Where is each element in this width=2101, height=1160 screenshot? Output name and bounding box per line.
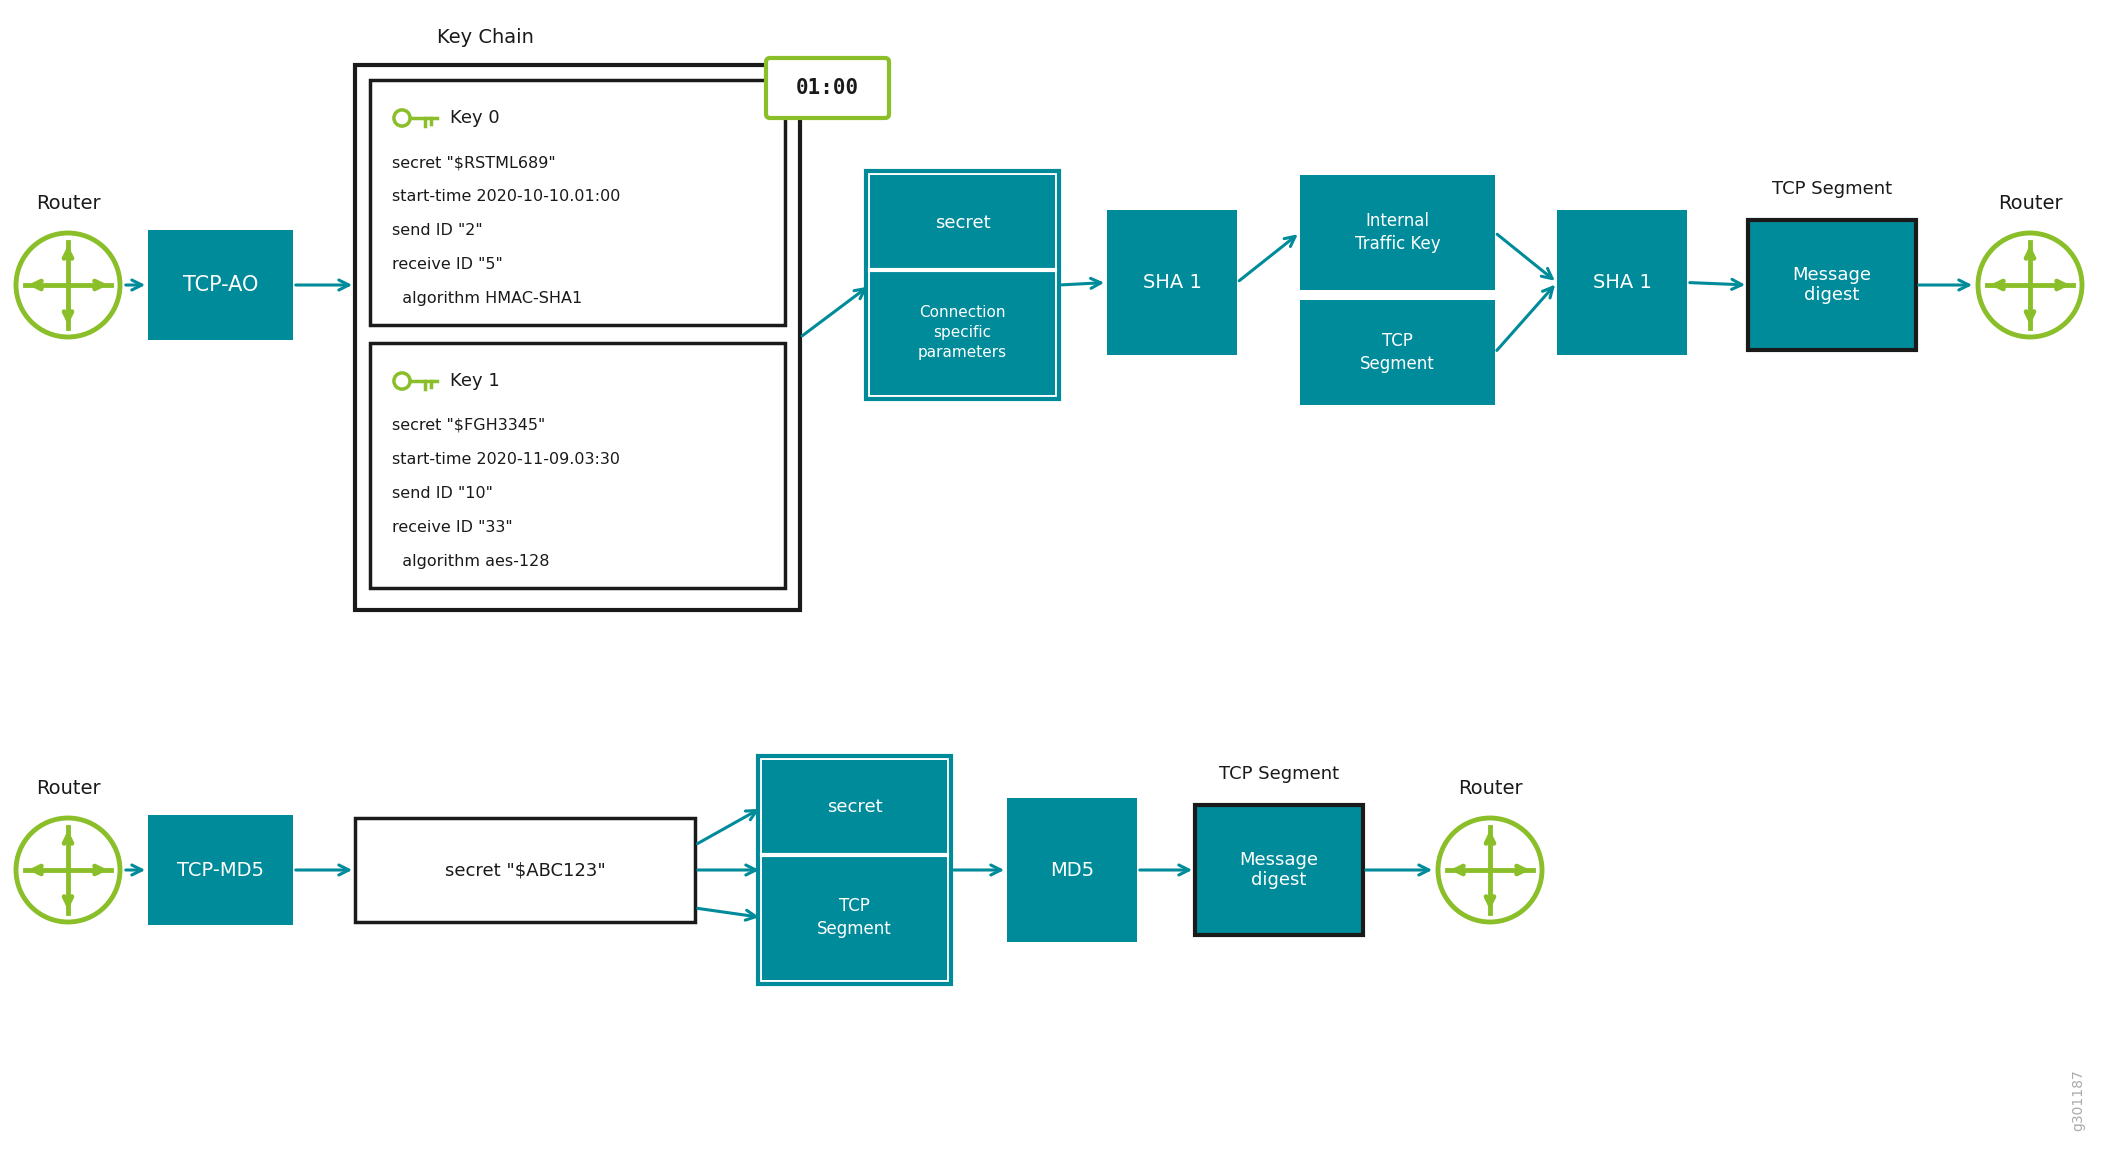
Bar [758, 756, 952, 984]
Text: send ID "10": send ID "10" [393, 486, 494, 501]
Text: 01:00: 01:00 [796, 78, 859, 97]
Circle shape [17, 818, 120, 922]
Bar [1301, 300, 1496, 405]
Bar [1557, 210, 1687, 355]
Text: Connection
specific
parameters: Connection specific parameters [918, 305, 1006, 360]
Text: TCP
Segment: TCP Segment [817, 897, 893, 938]
Text: start-time 2020-10-10.01:00: start-time 2020-10-10.01:00 [393, 189, 620, 204]
Text: Router: Router [36, 194, 101, 213]
Text: Message
digest: Message digest [1792, 266, 1872, 304]
Text: g301187: g301187 [2072, 1070, 2084, 1131]
Text: TCP Segment: TCP Segment [1771, 180, 1893, 198]
Text: SHA 1: SHA 1 [1593, 273, 1651, 292]
Text: TCP
Segment: TCP Segment [1359, 332, 1435, 374]
Bar [147, 815, 292, 925]
Text: secret "$RSTML689": secret "$RSTML689" [393, 155, 555, 171]
Text: secret "$FGH3345": secret "$FGH3345" [393, 418, 546, 433]
Bar [355, 65, 800, 610]
Text: secret: secret [935, 213, 990, 232]
Bar [1195, 805, 1364, 935]
Text: TCP Segment: TCP Segment [1219, 764, 1338, 783]
Text: TCP-AO: TCP-AO [183, 275, 258, 295]
Text: secret: secret [826, 798, 882, 817]
Text: TCP-MD5: TCP-MD5 [176, 861, 265, 879]
Text: Router: Router [1458, 780, 1523, 798]
Bar [1107, 210, 1237, 355]
Text: algorithm HMAC-SHA1: algorithm HMAC-SHA1 [393, 291, 582, 306]
Text: start-time 2020-11-09.03:30: start-time 2020-11-09.03:30 [393, 452, 620, 467]
Text: SHA 1: SHA 1 [1143, 273, 1202, 292]
FancyBboxPatch shape [767, 58, 889, 118]
Bar [1006, 798, 1137, 942]
Text: send ID "2": send ID "2" [393, 223, 483, 238]
Bar [147, 230, 292, 340]
Bar [763, 855, 948, 980]
Bar [870, 175, 1055, 270]
Bar [1748, 220, 1916, 350]
Bar [370, 80, 786, 325]
Text: receive ID "33": receive ID "33" [393, 520, 513, 535]
Circle shape [1437, 818, 1542, 922]
Text: Internal
Traffic Key: Internal Traffic Key [1355, 211, 1441, 253]
Text: secret "$ABC123": secret "$ABC123" [445, 861, 605, 879]
Text: Key 0: Key 0 [450, 109, 500, 126]
Text: Key 1: Key 1 [450, 372, 500, 390]
Bar [763, 760, 948, 855]
Text: Key Chain: Key Chain [437, 28, 534, 48]
Text: Message
digest: Message digest [1240, 850, 1319, 890]
Text: Router: Router [1998, 194, 2063, 213]
Bar [866, 171, 1059, 399]
Text: Router: Router [36, 780, 101, 798]
Circle shape [1977, 233, 2082, 338]
Text: algorithm aes-128: algorithm aes-128 [393, 554, 550, 570]
Circle shape [17, 233, 120, 338]
Bar [870, 270, 1055, 396]
Text: MD5: MD5 [1050, 861, 1095, 879]
Bar [1301, 175, 1496, 290]
Bar [355, 818, 695, 922]
Bar [370, 343, 786, 588]
Text: receive ID "5": receive ID "5" [393, 258, 502, 271]
